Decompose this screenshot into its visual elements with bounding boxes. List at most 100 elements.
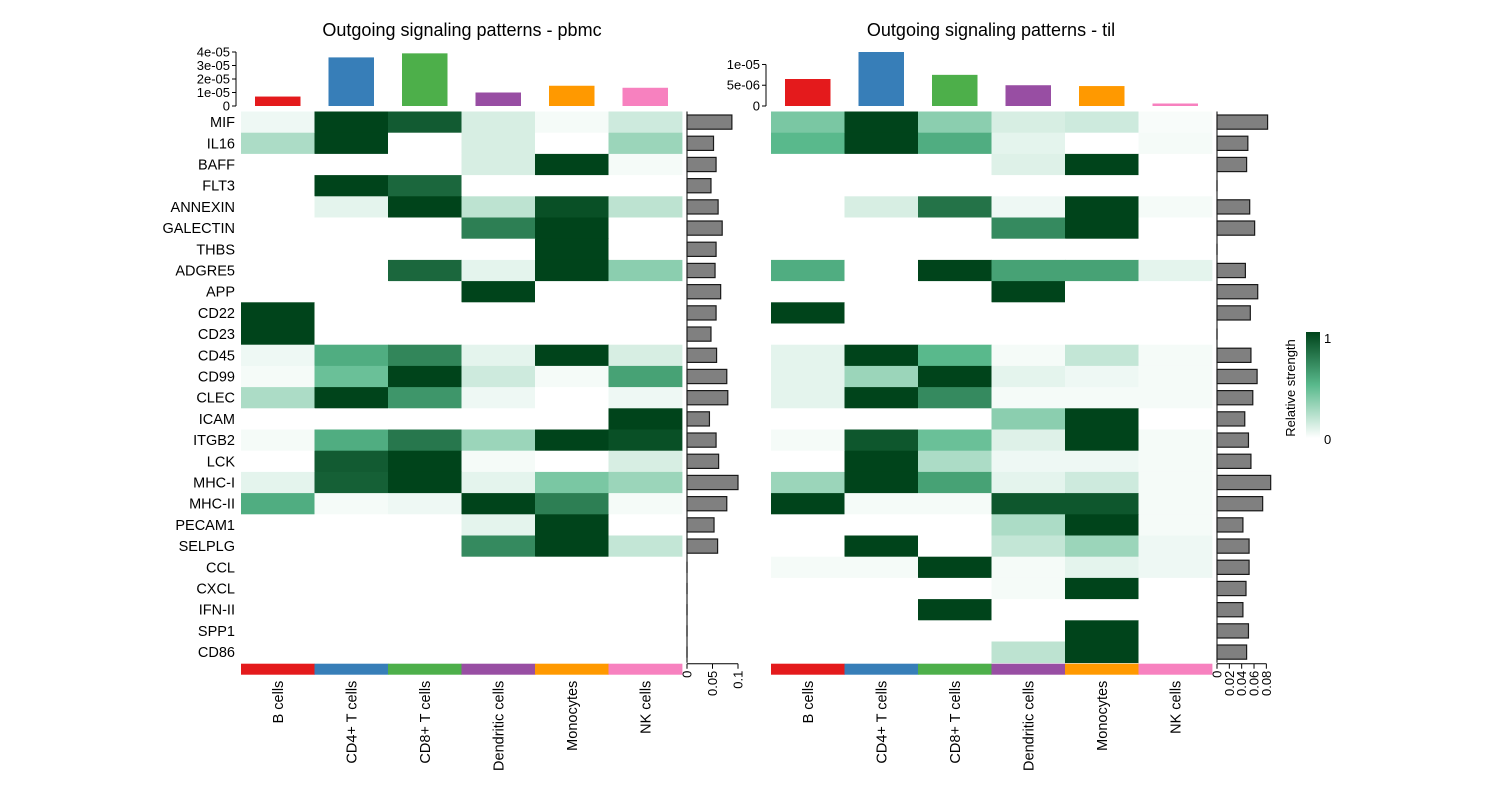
relative-strength-legend: 1 0 Relative strength xyxy=(1283,331,1331,447)
heatmap-cell xyxy=(241,535,315,558)
column-color-strip xyxy=(461,663,536,675)
heatmap-cell xyxy=(608,111,683,134)
heatmap-cell xyxy=(461,429,536,452)
heatmap-cell xyxy=(314,365,389,388)
heatmap-cell xyxy=(314,429,389,452)
heatmap-cell xyxy=(388,577,462,600)
heatmap-cell xyxy=(535,535,609,558)
column-color-strip xyxy=(535,663,609,675)
row-total-bar xyxy=(686,199,719,215)
heatmap-cell xyxy=(1065,259,1139,282)
heatmap-cell xyxy=(1138,408,1213,430)
row-total-bar xyxy=(686,220,723,236)
heatmap-cell xyxy=(844,153,919,176)
column-color-strip xyxy=(1065,663,1139,675)
column-label: B cells xyxy=(801,681,817,724)
heatmap-cell xyxy=(918,577,992,600)
heatmap-cell xyxy=(1138,450,1213,473)
heatmap-cell xyxy=(918,514,992,536)
heatmap-cell xyxy=(314,153,389,176)
heatmap-cell xyxy=(388,259,462,282)
heatmap-cell xyxy=(1065,620,1139,642)
heatmap-cell xyxy=(461,599,536,621)
row-label: ANNEXIN xyxy=(171,200,235,216)
heatmap-cell xyxy=(844,132,919,155)
heatmap-cell xyxy=(918,238,992,261)
heatmap-cell xyxy=(461,620,536,642)
row-total-bar xyxy=(1216,623,1250,639)
heatmap-cell xyxy=(314,471,389,494)
column-label: NK cells xyxy=(638,681,654,734)
heatmap-cell xyxy=(314,175,389,197)
heatmap-cell xyxy=(771,471,845,494)
heatmap-cell xyxy=(1065,217,1139,240)
column-total-bar xyxy=(622,87,668,106)
heatmap-cell xyxy=(771,641,845,664)
column-color-strip xyxy=(388,663,462,675)
legend-max-label: 1 xyxy=(1324,331,1331,346)
heatmap-cell xyxy=(771,556,845,579)
heatmap-cell xyxy=(388,175,462,197)
heatmap-cell xyxy=(608,387,683,409)
heatmap-cell xyxy=(918,153,992,176)
top-y-tick-label: 1e-05 xyxy=(197,85,230,100)
heatmap-cell xyxy=(844,281,919,303)
heatmap-cell xyxy=(771,599,845,621)
heatmap-cell xyxy=(1065,111,1139,134)
row-total-bar xyxy=(1216,601,1244,618)
heatmap-cell xyxy=(918,599,992,621)
heatmap-cell xyxy=(771,111,845,134)
row-label: CD45 xyxy=(198,348,235,364)
heatmap-cell xyxy=(241,238,315,261)
column-total-bar xyxy=(858,52,904,106)
column-label: CD8+ T cells xyxy=(948,681,964,764)
heatmap-cell xyxy=(314,450,389,473)
top-y-tick-label: 3e-05 xyxy=(197,58,230,73)
heatmap-cell xyxy=(241,514,315,536)
heatmap-cell xyxy=(388,514,462,536)
column-color-strip xyxy=(241,663,315,675)
heatmap-cell xyxy=(844,259,919,282)
heatmap-cell xyxy=(991,429,1066,452)
heatmap-cell xyxy=(388,323,462,346)
heatmap-cell xyxy=(771,153,845,176)
heatmap-cell xyxy=(314,599,389,621)
row-total-bar xyxy=(1216,368,1258,385)
row-label: MHC-II xyxy=(189,497,235,513)
heatmap-cell xyxy=(1065,281,1139,303)
heatmap-cell xyxy=(461,175,536,197)
heatmap-cell xyxy=(844,577,919,600)
row-total-bar xyxy=(686,305,717,321)
heatmap-cell xyxy=(535,556,609,579)
heatmap-cell xyxy=(918,535,992,558)
heatmap-cell xyxy=(241,365,315,388)
column-total-bar xyxy=(1005,85,1051,106)
heatmap-cell xyxy=(771,323,845,346)
heatmap-cell xyxy=(771,535,845,558)
heatmap-cell xyxy=(535,450,609,473)
heatmap-cell xyxy=(388,344,462,367)
top-y-tick-label: 1e-05 xyxy=(727,57,760,72)
row-total-bar xyxy=(686,432,717,448)
heatmap-cell xyxy=(608,450,683,473)
heatmap-cell xyxy=(535,196,609,218)
heatmap-cell xyxy=(1065,408,1139,430)
heatmap-cell xyxy=(918,641,992,664)
heatmap-cell xyxy=(844,196,919,218)
heatmap-cell xyxy=(918,429,992,452)
heatmap-cell xyxy=(314,302,389,324)
heatmap-cell xyxy=(918,175,992,197)
heatmap-cell xyxy=(1065,493,1139,515)
right-x-tick-label: 0.08 xyxy=(1259,671,1274,696)
heatmap-cell xyxy=(991,408,1066,430)
heatmap-cell xyxy=(771,365,845,388)
heatmap-cell xyxy=(991,281,1066,303)
row-label: CCL xyxy=(206,560,235,576)
heatmap-cell xyxy=(1065,175,1139,197)
heatmap-cell xyxy=(535,408,609,430)
heatmap-cell xyxy=(844,365,919,388)
heatmap-cell xyxy=(991,344,1066,367)
heatmap-cell xyxy=(535,471,609,494)
heatmap-cell xyxy=(771,429,845,452)
